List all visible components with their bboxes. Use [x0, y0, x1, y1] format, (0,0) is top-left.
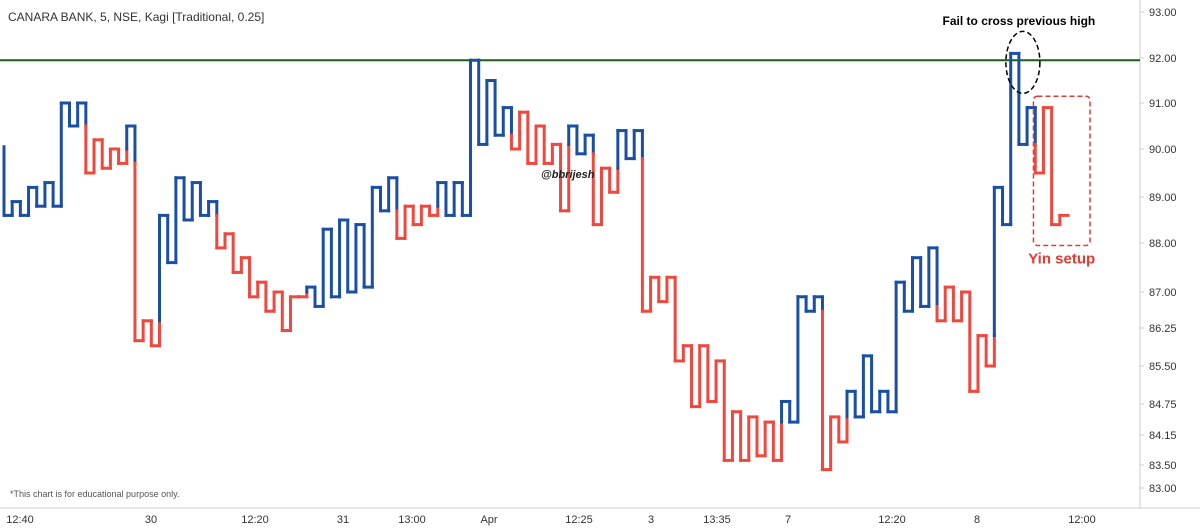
y-tick-label: 93.00	[1149, 7, 1177, 19]
x-tick-label: Apr	[480, 514, 497, 526]
y-tick-label: 83.50	[1149, 460, 1177, 472]
axes-layer	[0, 0, 1200, 509]
x-tick-label: 13:35	[703, 514, 731, 526]
y-tick-label: 85.50	[1149, 361, 1177, 373]
fail-high-circle	[1005, 30, 1041, 95]
x-tick-label: 12:20	[241, 514, 269, 526]
x-tick-label: 12:20	[878, 514, 906, 526]
y-tick-label: 90.00	[1149, 144, 1177, 156]
x-tick-label: 31	[337, 514, 349, 526]
x-tick-label: 3	[648, 514, 654, 526]
yin-setup-label: Yin setup	[1028, 250, 1095, 267]
x-tick-label: 13:00	[398, 514, 426, 526]
x-tick-label: 12:40	[6, 514, 34, 526]
y-tick-label: 89.00	[1149, 192, 1177, 204]
x-tick-label: 12:25	[565, 514, 593, 526]
x-tick-label: 8	[974, 514, 980, 526]
y-tick-label: 84.75	[1149, 399, 1177, 411]
y-tick-label: 92.00	[1149, 53, 1177, 65]
y-tick-label: 83.00	[1149, 483, 1177, 495]
watermark-text: @bbrijesh	[541, 169, 595, 181]
footnote: *This chart is for educational purpose o…	[10, 489, 180, 499]
y-tick-label: 87.00	[1149, 287, 1177, 299]
x-tick-label: 7	[785, 514, 791, 526]
x-tick-label: 12:00	[1068, 514, 1096, 526]
y-tick-label: 84.15	[1149, 430, 1177, 442]
x-tick-label: 30	[145, 514, 157, 526]
yin-setup-box	[1032, 95, 1091, 247]
y-tick-label: 88.00	[1149, 238, 1177, 250]
kagi-line-group	[2, 51, 1070, 472]
x-tick-labels: 12:40 30 12:20 31 13:00 Apr 12:25 3 13:35 7 12:20 8…	[6, 514, 1096, 526]
y-tick-label: 91.00	[1149, 98, 1177, 110]
y-tick-label: 86.25	[1149, 323, 1177, 335]
fail-high-label: Fail to cross previous high	[943, 14, 1096, 28]
y-tick-labels: 93.00 92.00 91.00 90.00 89.00 88.00 87.00 86.25…	[1140, 7, 1177, 495]
chart-title: CANARA BANK, 5, NSE, Kagi [Traditional, …	[8, 10, 265, 24]
